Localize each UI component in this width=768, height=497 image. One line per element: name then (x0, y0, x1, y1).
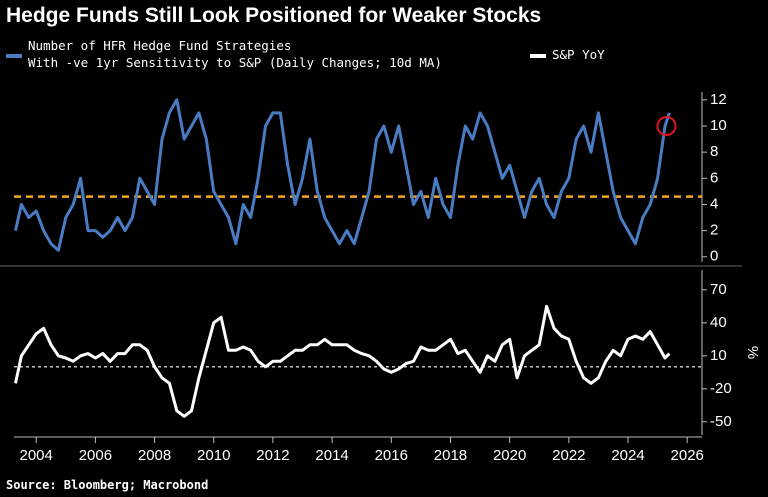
legend-entry: S&P YoY (552, 47, 605, 62)
data-line (14, 304, 671, 418)
x-tick-label: 2010 (197, 447, 230, 464)
y-tick-label: 70 (710, 281, 727, 298)
legend-swatch (6, 54, 22, 58)
x-tick-label: 2004 (20, 447, 53, 464)
y-tick-label: 12 (710, 91, 727, 108)
x-tick-label: 2018 (434, 447, 467, 464)
legend-entry: Number of HFR Hedge Fund Strategies With… (28, 38, 442, 70)
x-tick-label: 2014 (315, 447, 348, 464)
x-tick-label: 2012 (256, 447, 289, 464)
x-tick-label: 2006 (79, 447, 112, 464)
x-tick-label: 2026 (671, 447, 704, 464)
x-tick-label: 2024 (611, 447, 644, 464)
x-tick-label: 2022 (552, 447, 585, 464)
y-tick-label: 10 (710, 117, 727, 134)
y-tick-label: -50 (710, 413, 732, 430)
y-tick-label: 8 (710, 143, 718, 160)
highlight-circle (656, 116, 677, 136)
y-tick-label: 2 (710, 222, 718, 239)
x-tick-label: 2008 (138, 447, 171, 464)
source: Source: Bloomberg; Macrobond (6, 478, 209, 492)
x-tick-label: 2020 (493, 447, 526, 464)
y-tick-label: 40 (710, 314, 727, 331)
y-tick-label: 6 (710, 169, 718, 186)
y-tick-label: -20 (710, 380, 732, 397)
data-line (14, 98, 671, 252)
chart-title: Hedge Funds Still Look Positioned for We… (6, 4, 542, 27)
y-tick-label: 0 (710, 248, 718, 265)
x-tick-label: 2016 (375, 447, 408, 464)
y-tick-label: 4 (710, 195, 718, 212)
y-axis-label: % (744, 346, 761, 359)
legend-swatch (530, 54, 546, 58)
y-tick-label: 10 (710, 347, 727, 364)
